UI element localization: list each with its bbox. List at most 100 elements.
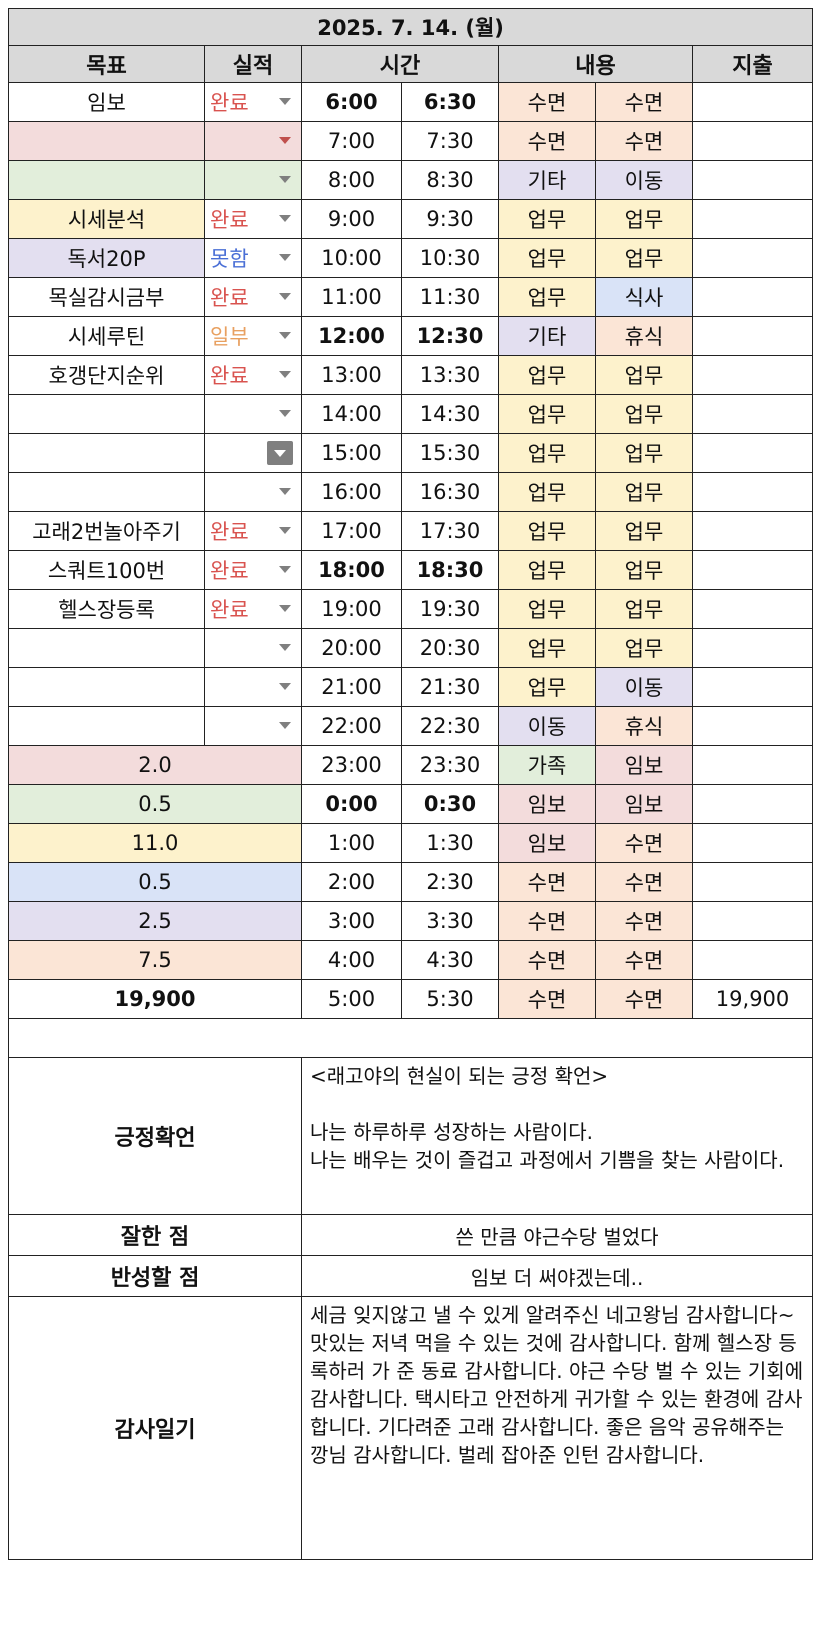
dropdown-arrow-icon[interactable] xyxy=(279,566,291,573)
dropdown-arrow-icon[interactable] xyxy=(279,254,291,261)
content-cell-2[interactable]: 업무 xyxy=(595,238,693,278)
expense-cell[interactable] xyxy=(691,472,814,512)
goal-cell[interactable]: 목실감시금부 xyxy=(8,277,205,317)
content-cell-2[interactable]: 업무 xyxy=(595,628,693,668)
goal-cell[interactable]: 스쿼트100번 xyxy=(8,550,205,590)
goal-cell[interactable] xyxy=(8,433,205,473)
goal-cell[interactable] xyxy=(8,121,205,161)
goal-cell[interactable]: 호갱단지순위 xyxy=(8,355,205,395)
content-cell-1[interactable]: 업무 xyxy=(498,277,596,317)
dropdown-arrow-icon[interactable] xyxy=(279,371,291,378)
dropdown-button-icon[interactable] xyxy=(267,441,293,465)
content-cell-1[interactable]: 기타 xyxy=(498,316,596,356)
dropdown-arrow-icon[interactable] xyxy=(279,215,291,222)
expense-cell[interactable] xyxy=(691,355,814,395)
expense-cell[interactable] xyxy=(691,394,814,434)
content-cell-2[interactable]: 수면 xyxy=(595,979,693,1019)
goal-cell[interactable] xyxy=(8,706,205,746)
content-cell-2[interactable]: 수면 xyxy=(595,901,693,941)
content-cell-1[interactable]: 업무 xyxy=(498,511,596,551)
content-cell-1[interactable]: 수면 xyxy=(498,82,596,122)
result-dropdown[interactable]: 완료 xyxy=(204,589,302,629)
content-cell-1[interactable]: 임보 xyxy=(498,784,596,824)
result-dropdown[interactable] xyxy=(204,433,302,473)
expense-cell[interactable] xyxy=(691,82,814,122)
goal-cell[interactable] xyxy=(8,472,205,512)
expense-cell[interactable] xyxy=(691,862,814,902)
expense-cell[interactable]: 19,900 xyxy=(691,979,814,1019)
content-cell-2[interactable]: 임보 xyxy=(595,784,693,824)
goal-cell[interactable] xyxy=(8,394,205,434)
dropdown-arrow-icon[interactable] xyxy=(279,488,291,495)
expense-cell[interactable] xyxy=(691,706,814,746)
goal-cell[interactable]: 시세루틴 xyxy=(8,316,205,356)
content-cell-1[interactable]: 업무 xyxy=(498,628,596,668)
expense-cell[interactable] xyxy=(691,589,814,629)
dropdown-arrow-icon[interactable] xyxy=(279,605,291,612)
dropdown-arrow-icon[interactable] xyxy=(279,644,291,651)
content-cell-2[interactable]: 업무 xyxy=(595,511,693,551)
content-cell-1[interactable]: 업무 xyxy=(498,589,596,629)
result-dropdown[interactable] xyxy=(204,472,302,512)
content-cell-2[interactable]: 임보 xyxy=(595,745,693,785)
goal-cell[interactable] xyxy=(8,628,205,668)
result-dropdown[interactable]: 완료 xyxy=(204,82,302,122)
content-cell-2[interactable]: 업무 xyxy=(595,589,693,629)
result-dropdown[interactable]: 못함 xyxy=(204,238,302,278)
result-dropdown[interactable]: 완료 xyxy=(204,199,302,239)
content-cell-2[interactable]: 이동 xyxy=(595,667,693,707)
result-dropdown[interactable] xyxy=(204,160,302,200)
content-cell-1[interactable]: 임보 xyxy=(498,823,596,863)
dropdown-arrow-icon[interactable] xyxy=(279,176,291,183)
content-cell-2[interactable]: 수면 xyxy=(595,82,693,122)
affirmation-text[interactable]: <래고야의 현실이 되는 긍정 확언> 나는 하루하루 성장하는 사람이다. 나… xyxy=(300,1057,814,1215)
content-cell-2[interactable]: 업무 xyxy=(595,433,693,473)
goal-cell[interactable] xyxy=(8,160,205,200)
expense-cell[interactable] xyxy=(691,667,814,707)
expense-cell[interactable] xyxy=(691,940,814,980)
content-cell-2[interactable]: 업무 xyxy=(595,472,693,512)
content-cell-1[interactable]: 업무 xyxy=(498,550,596,590)
expense-cell[interactable] xyxy=(691,628,814,668)
dropdown-arrow-icon[interactable] xyxy=(279,98,291,105)
content-cell-1[interactable]: 업무 xyxy=(498,199,596,239)
expense-cell[interactable] xyxy=(691,199,814,239)
expense-cell[interactable] xyxy=(691,316,814,356)
content-cell-1[interactable]: 이동 xyxy=(498,706,596,746)
result-dropdown[interactable]: 일부 xyxy=(204,316,302,356)
goal-cell[interactable]: 임보 xyxy=(8,82,205,122)
content-cell-2[interactable]: 휴식 xyxy=(595,316,693,356)
content-cell-2[interactable]: 식사 xyxy=(595,277,693,317)
content-cell-2[interactable]: 수면 xyxy=(595,940,693,980)
result-dropdown[interactable]: 완료 xyxy=(204,277,302,317)
content-cell-1[interactable]: 수면 xyxy=(498,121,596,161)
content-cell-2[interactable]: 휴식 xyxy=(595,706,693,746)
result-dropdown[interactable] xyxy=(204,706,302,746)
expense-cell[interactable] xyxy=(691,745,814,785)
expense-cell[interactable] xyxy=(691,784,814,824)
goal-cell[interactable]: 헬스장등록 xyxy=(8,589,205,629)
expense-cell[interactable] xyxy=(691,550,814,590)
content-cell-1[interactable]: 수면 xyxy=(498,901,596,941)
content-cell-2[interactable]: 수면 xyxy=(595,121,693,161)
expense-cell[interactable] xyxy=(691,121,814,161)
expense-cell[interactable] xyxy=(691,823,814,863)
dropdown-arrow-icon[interactable] xyxy=(279,293,291,300)
content-cell-2[interactable]: 업무 xyxy=(595,394,693,434)
expense-cell[interactable] xyxy=(691,160,814,200)
content-cell-1[interactable]: 업무 xyxy=(498,238,596,278)
content-cell-2[interactable]: 업무 xyxy=(595,355,693,395)
dropdown-arrow-icon[interactable] xyxy=(279,137,291,144)
goal-cell[interactable]: 고래2번놀아주기 xyxy=(8,511,205,551)
dropdown-arrow-icon[interactable] xyxy=(279,527,291,534)
content-cell-1[interactable]: 업무 xyxy=(498,355,596,395)
goal-cell[interactable]: 독서20P xyxy=(8,238,205,278)
content-cell-2[interactable]: 수면 xyxy=(595,823,693,863)
expense-cell[interactable] xyxy=(691,511,814,551)
content-cell-2[interactable]: 업무 xyxy=(595,550,693,590)
content-cell-1[interactable]: 수면 xyxy=(498,940,596,980)
content-cell-1[interactable]: 가족 xyxy=(498,745,596,785)
result-dropdown[interactable]: 완료 xyxy=(204,550,302,590)
reflect-text[interactable]: 임보 더 써야겠는데.. xyxy=(300,1255,814,1297)
expense-cell[interactable] xyxy=(691,433,814,473)
